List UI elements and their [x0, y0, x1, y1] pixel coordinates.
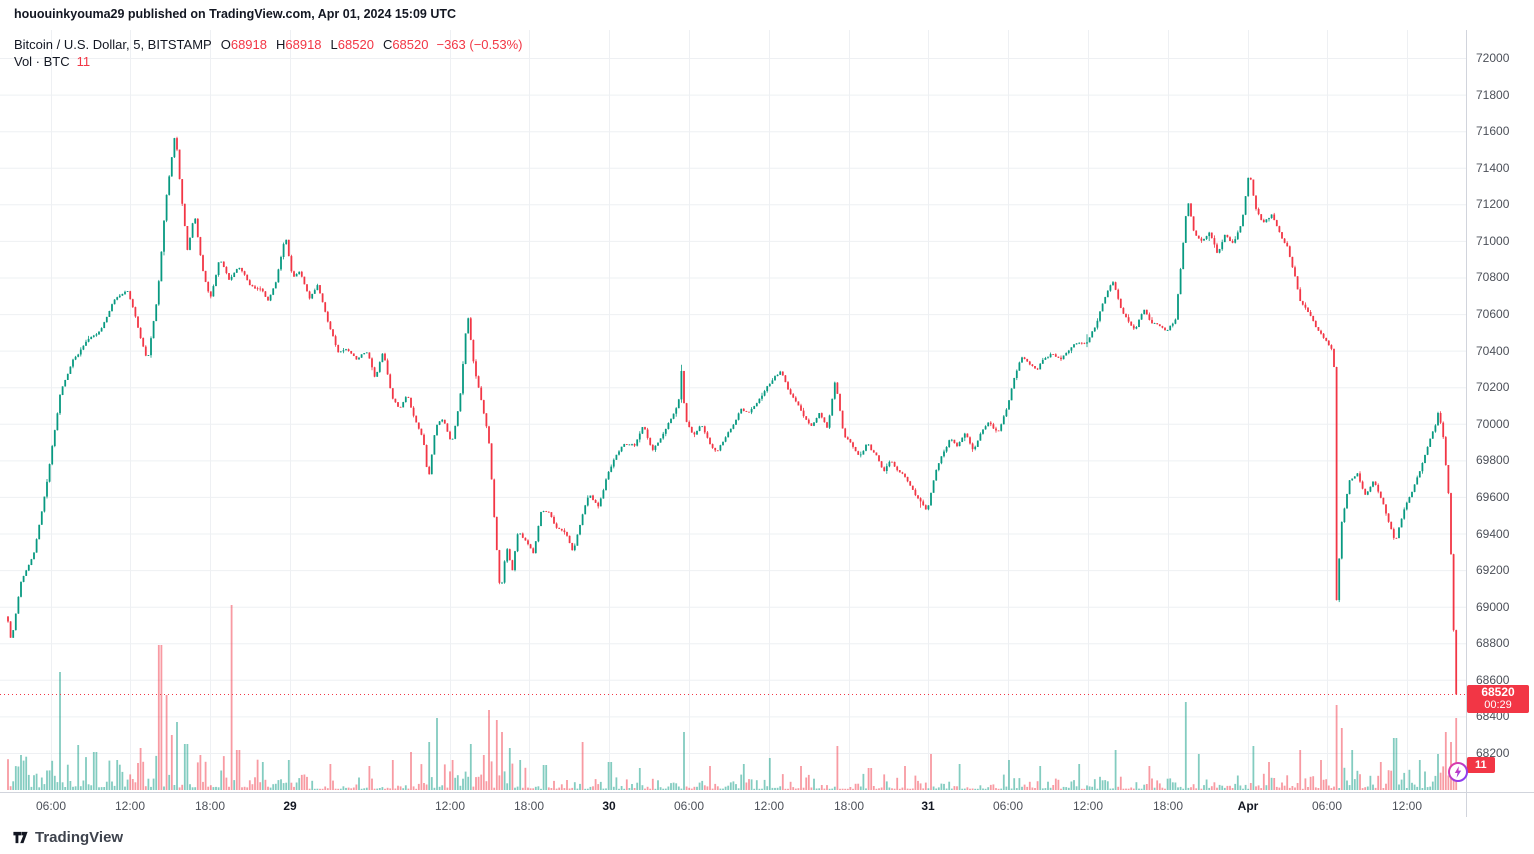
price-axis-label: 71200	[1476, 197, 1510, 212]
time-axis-label: 06:00	[1311, 799, 1343, 813]
price-axis-label: 69200	[1476, 563, 1510, 578]
symbol-legend: Bitcoin / U.S. Dollar, 5, BITSTAMP O68918…	[14, 37, 523, 52]
time-axis-label: 06:00	[35, 799, 67, 813]
tradingview-logo[interactable]: TradingView	[12, 829, 123, 846]
time-axis-label: 12:00	[753, 799, 785, 813]
price-axis-label: 70000	[1476, 416, 1510, 431]
price-axis-label: 68800	[1476, 636, 1510, 651]
price-axis-label: 69600	[1476, 489, 1510, 504]
time-axis-label: 30	[602, 799, 616, 813]
price-axis-label: 72000	[1476, 51, 1510, 65]
low-value: 68520	[337, 37, 374, 52]
price-axis-label: 70800	[1476, 270, 1510, 285]
bar-countdown: 00:29	[1484, 699, 1512, 712]
time-axis-label: 18:00	[194, 799, 226, 813]
realtime-data-icon[interactable]	[1447, 761, 1469, 783]
time-axis-label: 12:00	[434, 799, 466, 813]
open-label: O	[220, 37, 231, 52]
last-price-value: 68520	[1481, 685, 1515, 700]
volume-legend: Vol · BTC 11	[14, 54, 90, 69]
time-axis-label: 06:00	[992, 799, 1024, 813]
price-axis-label: 70600	[1476, 307, 1510, 322]
price-axis-label: 68200	[1476, 746, 1510, 760]
tradingview-logo-icon	[13, 831, 28, 844]
time-axis-label: 12:00	[1391, 799, 1423, 813]
symbol-title: Bitcoin / U.S. Dollar, 5, BITSTAMP	[14, 37, 212, 52]
low-label: L	[330, 37, 338, 52]
time-axis-label: 31	[921, 799, 935, 813]
price-axis-label: 71400	[1476, 160, 1510, 175]
time-axis-label: 12:00	[114, 799, 146, 813]
price-axis-label: 70400	[1476, 343, 1510, 358]
volume-axis-badge: 11	[1467, 757, 1495, 773]
time-axis-label: 29	[283, 799, 297, 813]
change-value: −363 (−0.53%)	[436, 37, 523, 52]
price-axis-label: 71600	[1476, 124, 1510, 139]
price-axis-label: 71000	[1476, 233, 1510, 248]
attribution-text: hououinkyouma29 published on TradingView…	[14, 7, 457, 21]
lightning-icon	[1448, 762, 1468, 782]
close-label: C	[382, 37, 393, 52]
volume-label: Vol · BTC	[14, 54, 70, 69]
high-value: 68918	[285, 37, 322, 52]
price-axis-label: 69800	[1476, 453, 1510, 468]
volume-value: 11	[76, 54, 91, 69]
open-value: 68918	[230, 37, 267, 52]
price-axis-label: 70200	[1476, 380, 1510, 395]
last-price-badge: 68520 00:29	[1467, 685, 1529, 714]
time-axis[interactable]: 06:00 12:00 18:00 29 12:00 18:00 30 06:00 12:00 1…	[0, 794, 1466, 818]
price-axis-label: 69000	[1476, 599, 1510, 614]
time-axis-label: 18:00	[1152, 799, 1184, 813]
price-axis-label: 69400	[1476, 526, 1510, 541]
time-axis-label: 06:00	[673, 799, 705, 813]
time-axis-label: 18:00	[833, 799, 865, 813]
price-axis-label: 68600	[1476, 672, 1510, 687]
close-value: 68520	[392, 37, 429, 52]
time-axis-label: 18:00	[513, 799, 545, 813]
price-axis-label: 71800	[1476, 87, 1510, 102]
tradingview-logo-text: TradingView	[35, 829, 124, 846]
time-axis-label: Apr	[1237, 799, 1259, 813]
time-axis-label: 12:00	[1072, 799, 1104, 813]
high-label: H	[276, 37, 286, 52]
chart-canvas[interactable]	[0, 28, 1534, 817]
